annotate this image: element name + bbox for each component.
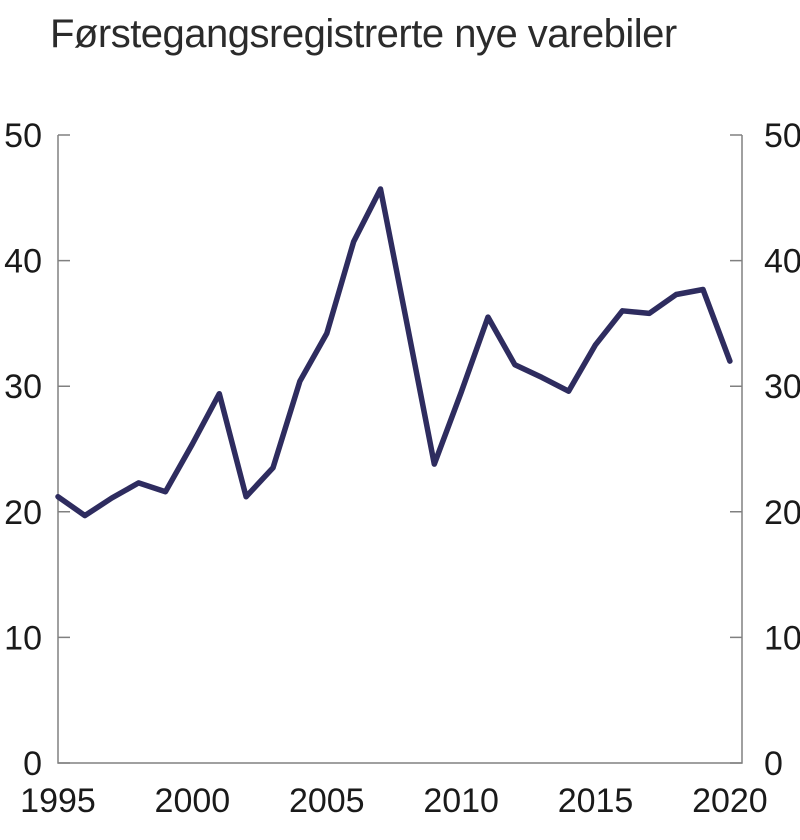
y-axis-label-right-0: 0 (764, 745, 783, 783)
x-axis-label-1995: 1995 (20, 782, 96, 820)
y-axis-label-left-50: 50 (4, 117, 42, 155)
y-axis-label-right-10: 10 (764, 619, 800, 657)
y-axis-label-left-30: 30 (4, 368, 42, 406)
axis-frame (57, 135, 743, 764)
data-series-line-0 (55, 186, 733, 519)
y-axis-label-right-20: 20 (764, 494, 800, 532)
x-axis-label-2000: 2000 (155, 782, 231, 820)
y-axis-label-left-20: 20 (4, 494, 42, 532)
y-axis-label-left-0: 0 (23, 745, 42, 783)
y-axis-label-right-50: 50 (764, 117, 800, 155)
chart-title: Førstegangsregistrerte nye varebiler (50, 12, 677, 56)
x-axis-label-2005: 2005 (289, 782, 365, 820)
y-axis-label-right-40: 40 (764, 243, 800, 281)
y-axis-label-left-40: 40 (4, 243, 42, 281)
x-axis-label-2015: 2015 (558, 782, 634, 820)
y-axis-label-left-10: 10 (4, 619, 42, 657)
x-axis-label-2010: 2010 (423, 782, 499, 820)
y-axis-label-right-30: 30 (764, 368, 800, 406)
x-axis-label-2020: 2020 (692, 782, 768, 820)
